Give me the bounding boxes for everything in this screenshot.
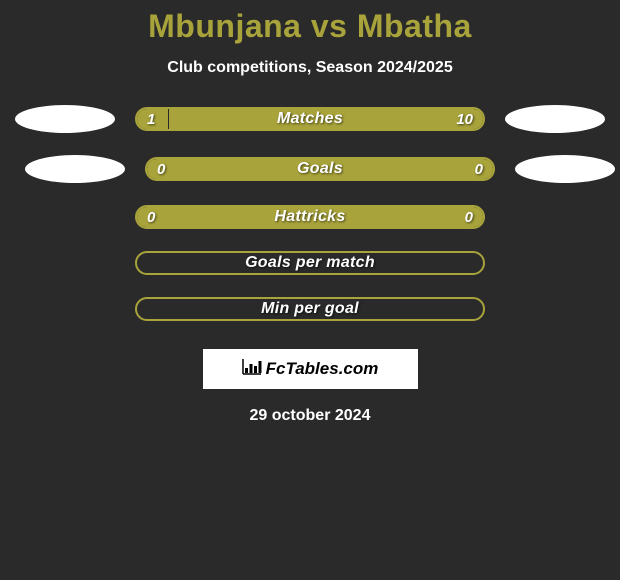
stat-label: Min per goal — [137, 299, 483, 319]
stat-row-min-per-goal: Min per goal — [0, 297, 620, 321]
stat-label: Goals per match — [137, 253, 483, 273]
player2-photo-placeholder — [515, 155, 615, 183]
stat-row-matches: 1 Matches 10 — [0, 105, 620, 133]
stat-bar-goals-per-match: Goals per match — [135, 251, 485, 275]
player1-photo-placeholder — [25, 155, 125, 183]
stat-bar-hattricks: 0 Hattricks 0 — [135, 205, 485, 229]
stat-value-right: 10 — [456, 109, 473, 129]
stat-label: Matches — [137, 109, 483, 129]
stat-bar-goals: 0 Goals 0 — [145, 157, 495, 181]
stat-bar-matches: 1 Matches 10 — [135, 107, 485, 131]
logo-label: FcTables.com — [266, 359, 379, 379]
bar-chart-icon — [242, 359, 262, 380]
page-title: Mbunjana vs Mbatha — [148, 8, 472, 45]
logo-badge: FcTables.com — [203, 349, 418, 389]
player2-photo-placeholder — [505, 105, 605, 133]
stat-row-goals-per-match: Goals per match — [0, 251, 620, 275]
stat-value-right: 0 — [475, 159, 483, 179]
player1-photo-placeholder — [15, 105, 115, 133]
stat-row-hattricks: 0 Hattricks 0 — [0, 205, 620, 229]
stat-bar-min-per-goal: Min per goal — [135, 297, 485, 321]
stat-label: Goals — [147, 159, 493, 179]
stat-row-goals: 0 Goals 0 — [0, 155, 620, 183]
page-subtitle: Club competitions, Season 2024/2025 — [167, 59, 452, 77]
stat-label: Hattricks — [137, 207, 483, 227]
logo-text: FcTables.com — [242, 359, 379, 380]
stat-value-right: 0 — [465, 207, 473, 227]
date-text: 29 october 2024 — [250, 407, 371, 425]
infographic-container: Mbunjana vs Mbatha Club competitions, Se… — [0, 0, 620, 425]
